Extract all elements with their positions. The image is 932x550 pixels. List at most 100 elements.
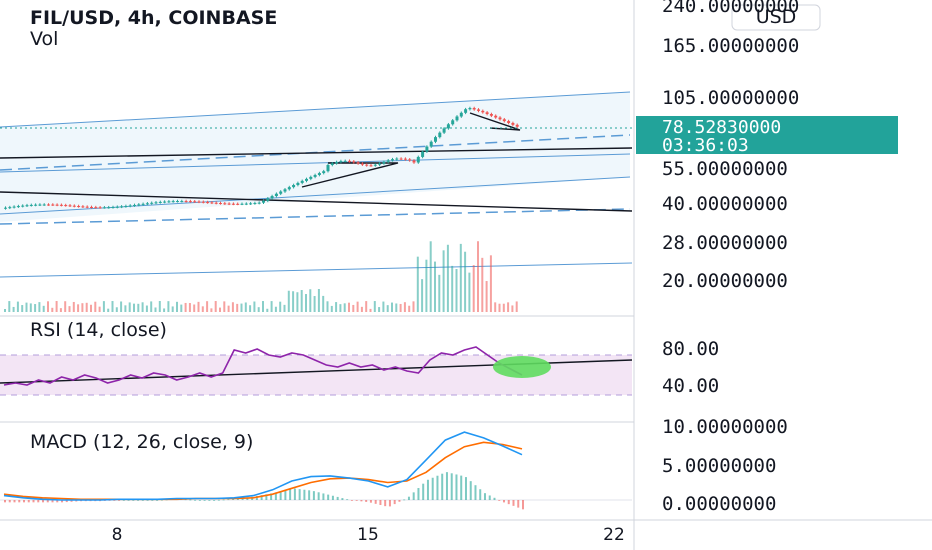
volume-bar (485, 281, 488, 312)
currency-button[interactable]: USD (731, 4, 821, 31)
candlestick-series (4, 106, 519, 210)
macd-hist-bar (488, 495, 491, 500)
volume-bar (68, 306, 71, 312)
volume-bar (16, 301, 19, 312)
volume-bar (120, 301, 123, 312)
candle-body (481, 110, 485, 113)
price-tick: 20.00000000 (662, 270, 788, 292)
macd-hist-bar (384, 500, 387, 507)
volume-bar (201, 306, 204, 312)
macd-hist-bar (455, 474, 458, 500)
rsi-tick: 80.00 (662, 338, 719, 360)
volume-bar (188, 303, 191, 312)
price-tick: 40.00000000 (662, 193, 788, 215)
macd-hist-bar (189, 499, 192, 501)
volume-bar (77, 304, 80, 312)
candle-body (464, 109, 468, 113)
volume-bar (214, 301, 217, 312)
candle-body (29, 204, 33, 206)
volume-bar (55, 301, 58, 312)
macd-hist-bar (369, 500, 372, 503)
candle-body (77, 206, 81, 208)
macd-hist-bar (203, 500, 206, 501)
volume-bar (206, 301, 209, 312)
volume-label: Vol (30, 28, 58, 50)
macd-hist-bar (255, 496, 258, 500)
macd-hist-bar (236, 498, 239, 500)
macd-tick: 0.00000000 (662, 493, 776, 515)
candle-body (283, 189, 287, 192)
candle-body (210, 202, 214, 204)
volume-bar (257, 307, 260, 312)
candle-body (59, 204, 63, 206)
volume-bar (133, 303, 135, 312)
candle-body (382, 161, 386, 164)
macd-hist-bar (32, 500, 35, 503)
volume-bar (451, 265, 454, 312)
trendline-lower (0, 191, 633, 212)
channel-inner-line (0, 153, 631, 173)
candle-body (197, 201, 201, 203)
channel-dash-lower (0, 208, 631, 225)
volume-bar (403, 302, 406, 312)
volume-bar (12, 306, 15, 312)
macd-hist-bar (260, 495, 263, 500)
candle-body (421, 151, 425, 157)
volume-bar (158, 301, 161, 312)
candle-body (115, 206, 119, 208)
macd-hist-bar (284, 490, 287, 500)
volume-bar (425, 259, 428, 312)
currency-button-label[interactable]: USD (756, 6, 797, 28)
volume-bar (98, 306, 101, 312)
candle-body (236, 203, 240, 205)
candle-body (399, 158, 403, 160)
volume-bar (115, 307, 118, 312)
candle-body (120, 206, 124, 208)
volume-bar (412, 301, 415, 312)
volume-bar (227, 305, 230, 312)
macd-hist-bar (355, 500, 358, 501)
volume-bar (94, 301, 97, 312)
volume-bar (446, 244, 449, 312)
volume-bar (335, 302, 338, 312)
volume-bar (128, 302, 131, 312)
macd-hist-bar (4, 500, 6, 503)
volume-bar (59, 308, 62, 312)
macd-hist-bar (479, 489, 482, 500)
macd-hist-bar (18, 500, 21, 503)
candle-body (206, 202, 210, 204)
candle-body (12, 206, 16, 208)
candle-body (274, 193, 278, 197)
volume-bar (107, 308, 110, 312)
candle-body (317, 173, 321, 175)
volume-bar (489, 255, 492, 312)
macd-hist-bar (127, 500, 130, 501)
price-tick: 240.00000000 (662, 0, 799, 17)
candle-body (51, 204, 55, 206)
macd-hist-bar (388, 500, 391, 507)
volume-bar (356, 301, 359, 312)
candle-body (180, 201, 184, 203)
candle-body (378, 163, 382, 165)
currency-button-frame[interactable] (731, 4, 821, 31)
macd-hist-bar (156, 500, 159, 501)
macd-hist-bar (118, 500, 121, 501)
volume-bar (111, 301, 114, 312)
macd-hist-bar (412, 492, 415, 500)
price-tick: 105.00000000 (662, 87, 799, 109)
candle-body (107, 207, 111, 209)
volume-bar (29, 303, 32, 312)
macd-hist-bar (160, 499, 163, 501)
macd-hist-bar (132, 500, 135, 501)
macd-hist-bar (222, 499, 225, 501)
candle-body (335, 161, 339, 164)
candle-body (365, 164, 369, 166)
candle-body (184, 201, 188, 203)
volume-bar (253, 301, 256, 312)
volume-bar (85, 302, 88, 312)
volume-bar (244, 302, 247, 312)
candle-body (391, 159, 394, 161)
volume-bar (305, 294, 307, 312)
macd-hist-bar (507, 500, 510, 505)
volume-bar (442, 250, 445, 312)
